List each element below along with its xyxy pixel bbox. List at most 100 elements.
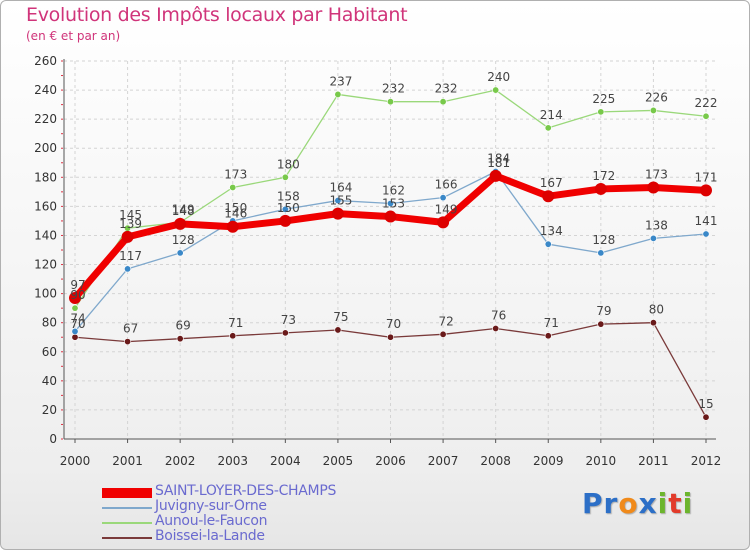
data-point	[649, 106, 657, 114]
data-label: 74	[70, 311, 85, 325]
data-label: 138	[645, 218, 668, 232]
data-point	[597, 108, 605, 116]
y-tick-label: 220	[34, 112, 57, 126]
data-point	[489, 169, 502, 182]
data-point	[542, 190, 555, 203]
legend-swatch	[102, 537, 152, 539]
data-point	[702, 230, 710, 238]
legend-swatch	[102, 507, 152, 509]
data-label: 134	[540, 224, 563, 238]
x-tick-label: 2009	[533, 454, 564, 468]
data-point	[544, 332, 552, 340]
data-label: 79	[596, 304, 611, 318]
data-point	[492, 86, 500, 94]
legend-label: Aunou-le-Faucon	[155, 513, 268, 529]
data-label: 139	[119, 217, 142, 231]
x-tick-label: 2001	[112, 454, 143, 468]
x-tick-label: 2012	[691, 454, 722, 468]
data-point	[386, 199, 394, 207]
data-point	[597, 320, 605, 328]
data-label: 162	[382, 183, 405, 197]
data-label: 145	[119, 208, 142, 222]
data-point	[334, 197, 342, 205]
data-point	[229, 183, 237, 191]
data-label: 80	[649, 303, 664, 317]
data-point	[386, 333, 394, 341]
data-point	[384, 210, 397, 223]
x-tick-label: 2004	[270, 454, 301, 468]
data-label: 222	[695, 96, 718, 110]
data-point	[124, 265, 132, 273]
data-point	[71, 327, 79, 335]
data-label: 166	[435, 178, 458, 192]
y-tick-label: 60	[42, 345, 57, 359]
data-point	[439, 330, 447, 338]
data-point	[594, 182, 607, 195]
data-point	[229, 332, 237, 340]
data-label: 148	[172, 204, 195, 218]
data-label: 164	[329, 181, 352, 195]
y-tick-label: 140	[34, 228, 57, 242]
data-label: 149	[435, 202, 458, 216]
data-label: 15	[698, 397, 713, 411]
data-point	[702, 413, 710, 421]
data-point	[702, 112, 710, 120]
y-tick-label: 120	[34, 258, 57, 272]
legend-label: Juvigny-sur-Orne	[155, 498, 267, 514]
chart-subtitle: (en € et par an)	[26, 29, 121, 43]
data-point	[176, 335, 184, 343]
data-point	[386, 98, 394, 106]
data-point	[439, 194, 447, 202]
y-tick-label: 0	[49, 432, 57, 446]
y-tick-label: 180	[34, 170, 57, 184]
data-label: 155	[329, 194, 352, 208]
x-tick-label: 2011	[638, 454, 669, 468]
data-label: 90	[70, 288, 85, 302]
data-label: 70	[70, 317, 85, 331]
data-label: 153	[382, 197, 405, 211]
data-point	[124, 338, 132, 346]
data-label: 173	[224, 167, 247, 181]
data-point	[647, 181, 660, 194]
data-label: 141	[695, 214, 718, 228]
data-label: 76	[491, 309, 506, 323]
data-point	[174, 217, 187, 230]
legend-swatch	[102, 488, 152, 498]
data-label: 225	[592, 92, 615, 106]
data-label: 67	[123, 322, 138, 336]
data-point	[439, 98, 447, 106]
y-tick-label: 260	[34, 54, 57, 68]
x-tick-label: 2008	[480, 454, 511, 468]
y-tick-label: 80	[42, 316, 57, 330]
data-label: 181	[487, 156, 510, 170]
x-tick-label: 2006	[375, 454, 406, 468]
data-point	[649, 234, 657, 242]
data-label: 71	[228, 316, 243, 330]
data-point	[597, 249, 605, 257]
data-point	[700, 184, 712, 197]
legend-label: Boissei-la-Lande	[155, 528, 265, 544]
data-point	[121, 230, 134, 243]
data-point	[176, 249, 184, 257]
data-point	[544, 124, 552, 132]
data-point	[279, 214, 292, 227]
data-label: 180	[277, 157, 300, 171]
y-tick-label: 240	[34, 83, 57, 97]
data-label: 75	[333, 310, 348, 324]
data-label: 128	[172, 233, 195, 247]
data-point	[492, 325, 500, 333]
data-label: 232	[382, 82, 405, 96]
data-point	[71, 333, 79, 341]
x-tick-label: 2007	[428, 454, 459, 468]
data-point	[544, 240, 552, 248]
y-tick-label: 160	[34, 199, 57, 213]
data-point	[331, 207, 344, 220]
data-label: 240	[487, 70, 510, 84]
y-tick-label: 100	[34, 287, 57, 301]
data-point	[649, 319, 657, 327]
proxiti-logo: Proxiti	[582, 487, 694, 520]
data-point	[281, 205, 289, 213]
data-label: 172	[592, 169, 615, 183]
data-point	[437, 216, 450, 229]
